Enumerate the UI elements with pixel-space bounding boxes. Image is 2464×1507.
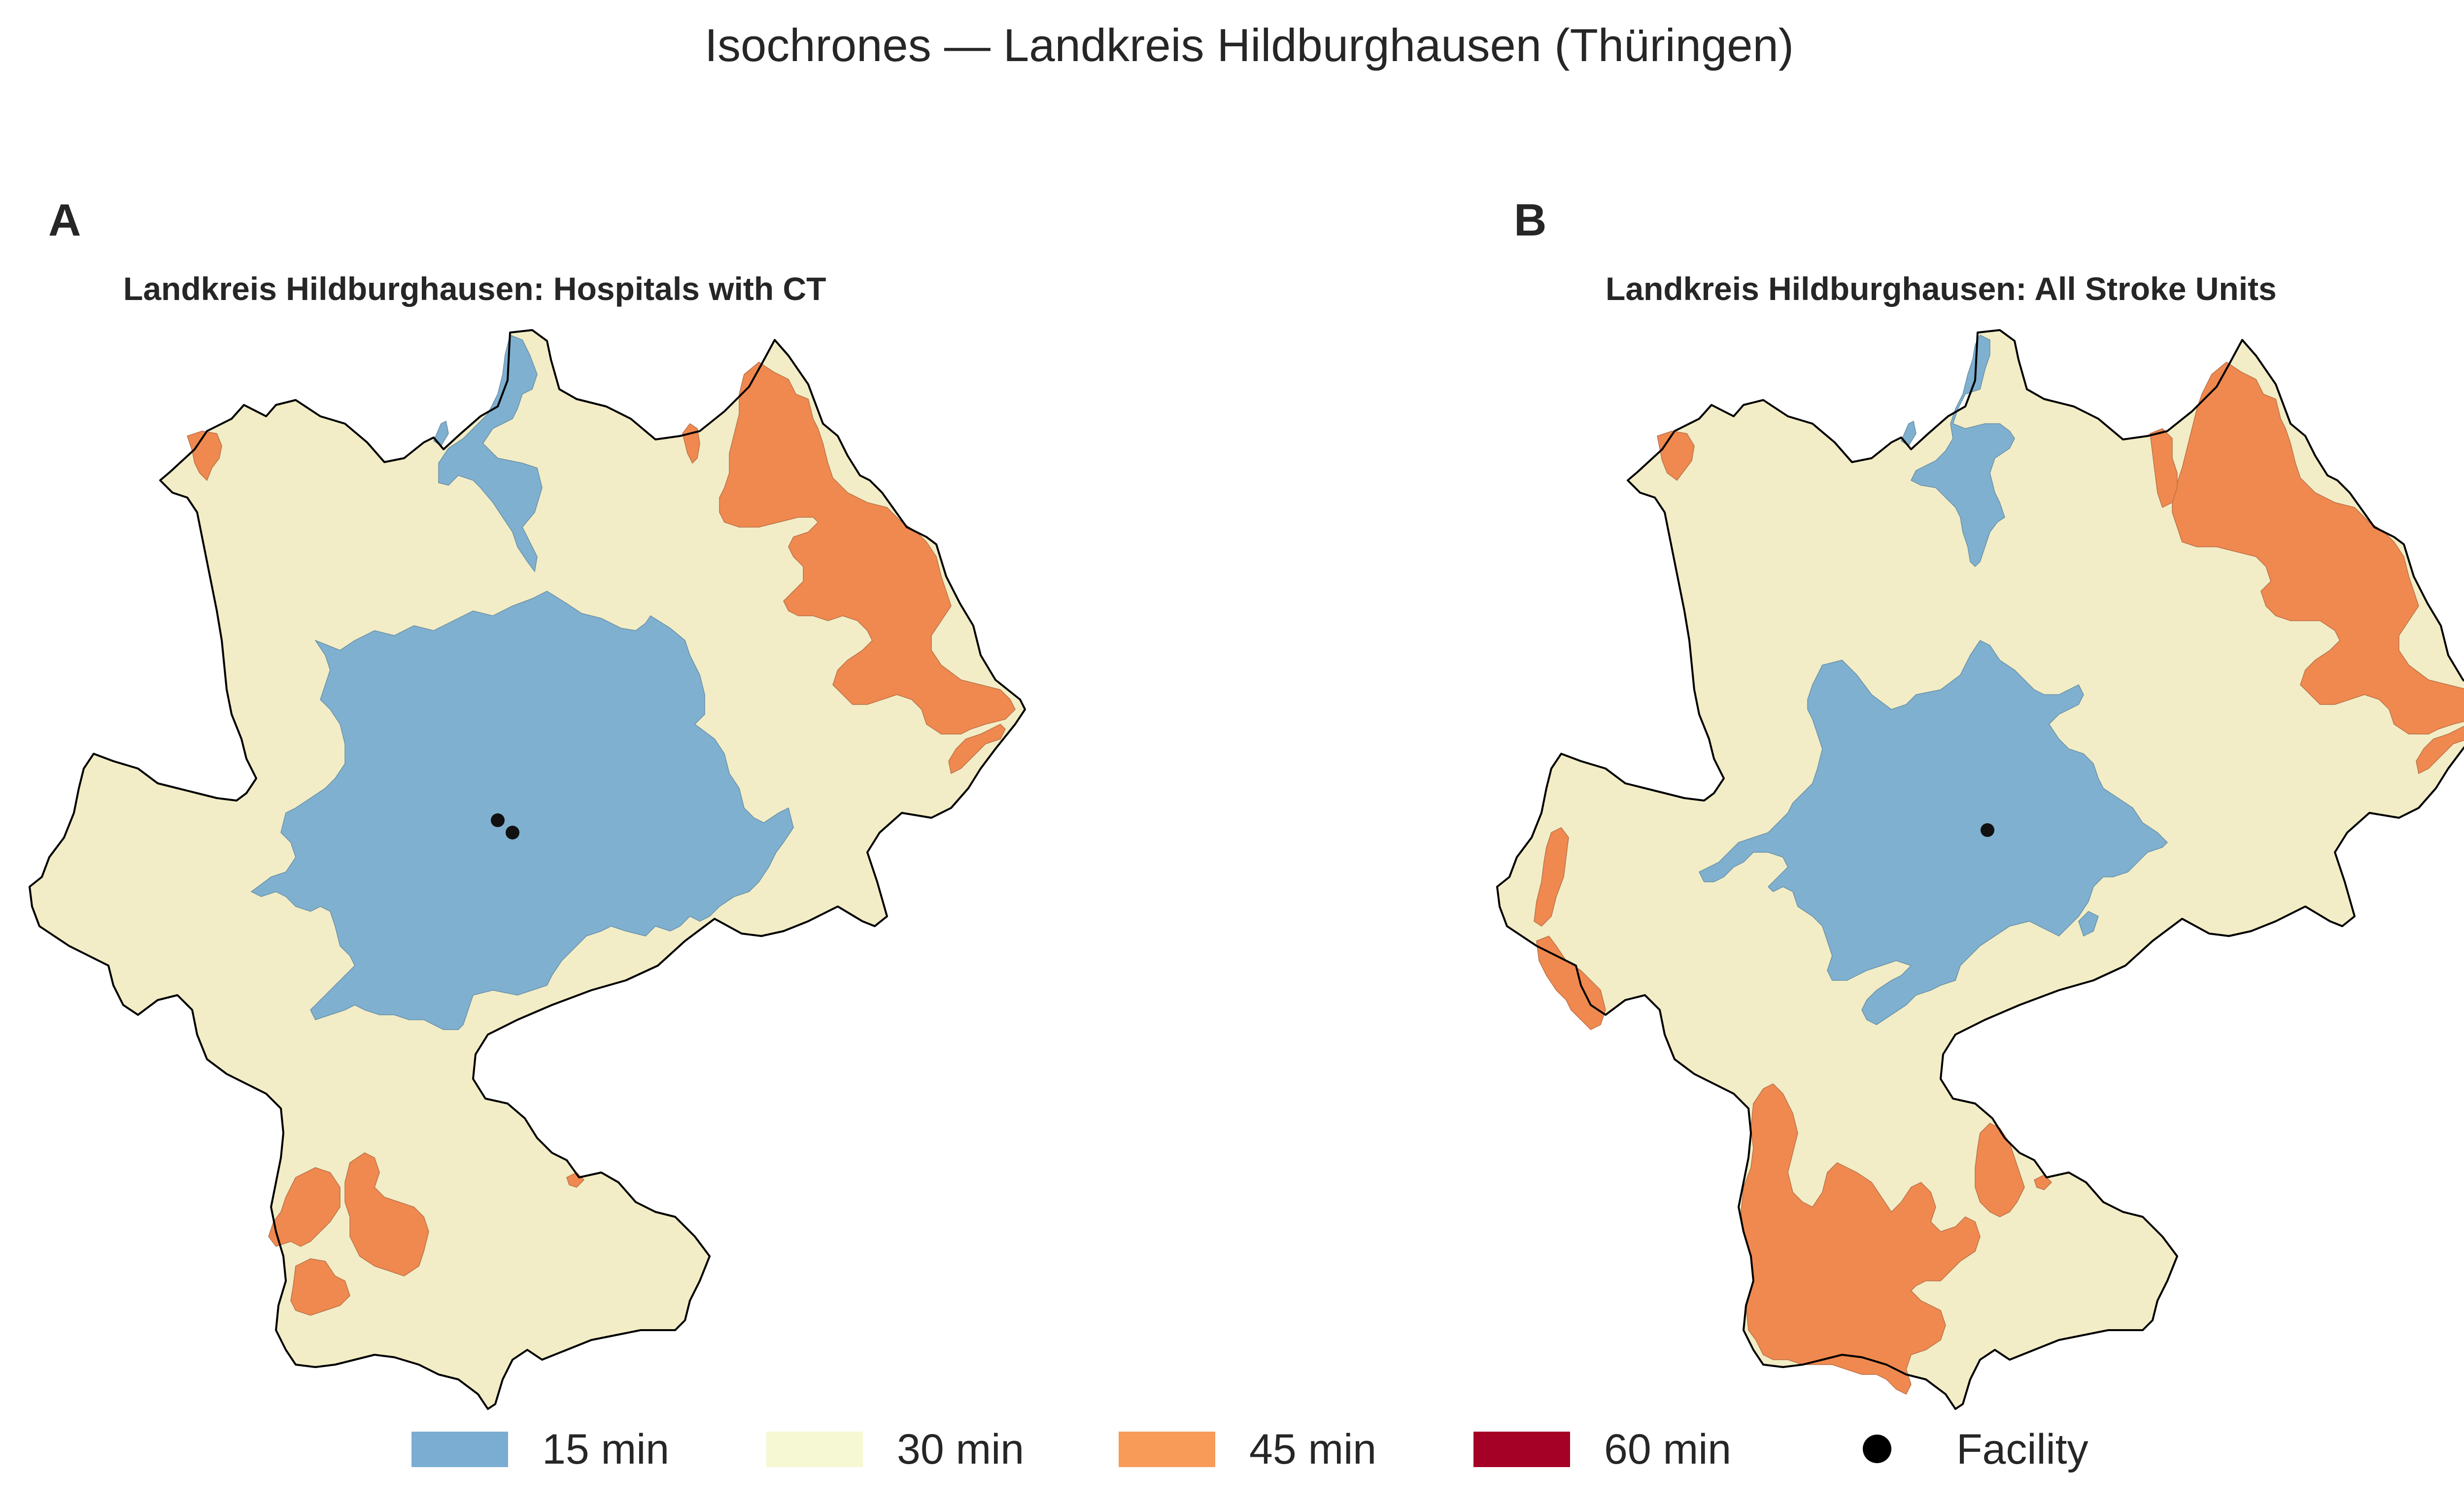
panel-a-map [29, 329, 1026, 1410]
panel-b-zone-15min-east-small [2078, 911, 2099, 937]
panel-a-zone-45min-nw [187, 431, 222, 481]
panel-a-district-boundary [29, 329, 1026, 1410]
panel-b-zone-15min-north-small [1901, 420, 1916, 447]
legend-swatch-30min [766, 1432, 863, 1467]
panel-a-title: Landkreis Hildburghausen: Hospitals with… [123, 270, 826, 307]
panel-a-facility-2 [506, 826, 519, 839]
legend-label-45min: 45 min [1249, 1426, 1377, 1473]
panel-b-zone-45min-south-east [1975, 1123, 2025, 1217]
panel-b-zone-45min-south-small [2034, 1174, 2053, 1190]
legend-facility-marker [1863, 1435, 1891, 1463]
panel-a-zone-15min-north [438, 334, 543, 572]
panel-a-zone-45min-s3 [290, 1258, 350, 1316]
legend-label-15min: 15 min [542, 1426, 670, 1473]
panel-a-zone-45min-s2 [344, 1152, 429, 1276]
panel-b-district-boundary [1496, 329, 2464, 1410]
legend-label-30min: 30 min [897, 1426, 1025, 1473]
panel-b-zone-45min-ne-mid [2150, 428, 2178, 508]
panel-a-zone-15min-north-small [433, 420, 449, 447]
legend-swatch-15min [411, 1432, 508, 1467]
legend-swatch-45min [1119, 1432, 1215, 1467]
panel-b-title: Landkreis Hildburghausen: All Stroke Uni… [1606, 270, 2277, 307]
legend-label-60min: 60 min [1604, 1426, 1732, 1473]
panel-a-letter: A [48, 195, 81, 245]
panel-b-letter: B [1514, 195, 1547, 245]
panel-b-facility-1 [1981, 823, 1994, 837]
panel-b-zone-45min-west-2 [1536, 936, 1606, 1030]
panel-a-zone-45min-ne [719, 362, 1016, 735]
legend-swatch-60min [1473, 1432, 1570, 1467]
panel-a-zone-45min-s1 [268, 1167, 341, 1247]
panel-b-map [1496, 329, 2464, 1410]
panel-b-zone-45min-south [1741, 1083, 1981, 1395]
panel-a-zone-45min-ne-small [948, 724, 1006, 774]
panel-b-zone-45min-ne [2172, 362, 2464, 735]
panel-b-zone-15min-central [1698, 640, 2168, 1025]
panel-a-zone-15min-central [250, 591, 794, 1030]
panel-b-zone-45min-ne-small [2416, 726, 2464, 774]
legend: 15 min 30 min 45 min 60 min Facility [0, 1418, 2464, 1482]
panel-b-zone-45min-west-1 [1534, 827, 1569, 927]
panel-b-zone-15min-north [1910, 334, 2015, 568]
panel-a-facility-1 [491, 813, 505, 827]
legend-label-facility: Facility [1956, 1426, 2088, 1473]
figure-title: Isochrones — Landkreis Hildburghausen (T… [704, 19, 1794, 71]
